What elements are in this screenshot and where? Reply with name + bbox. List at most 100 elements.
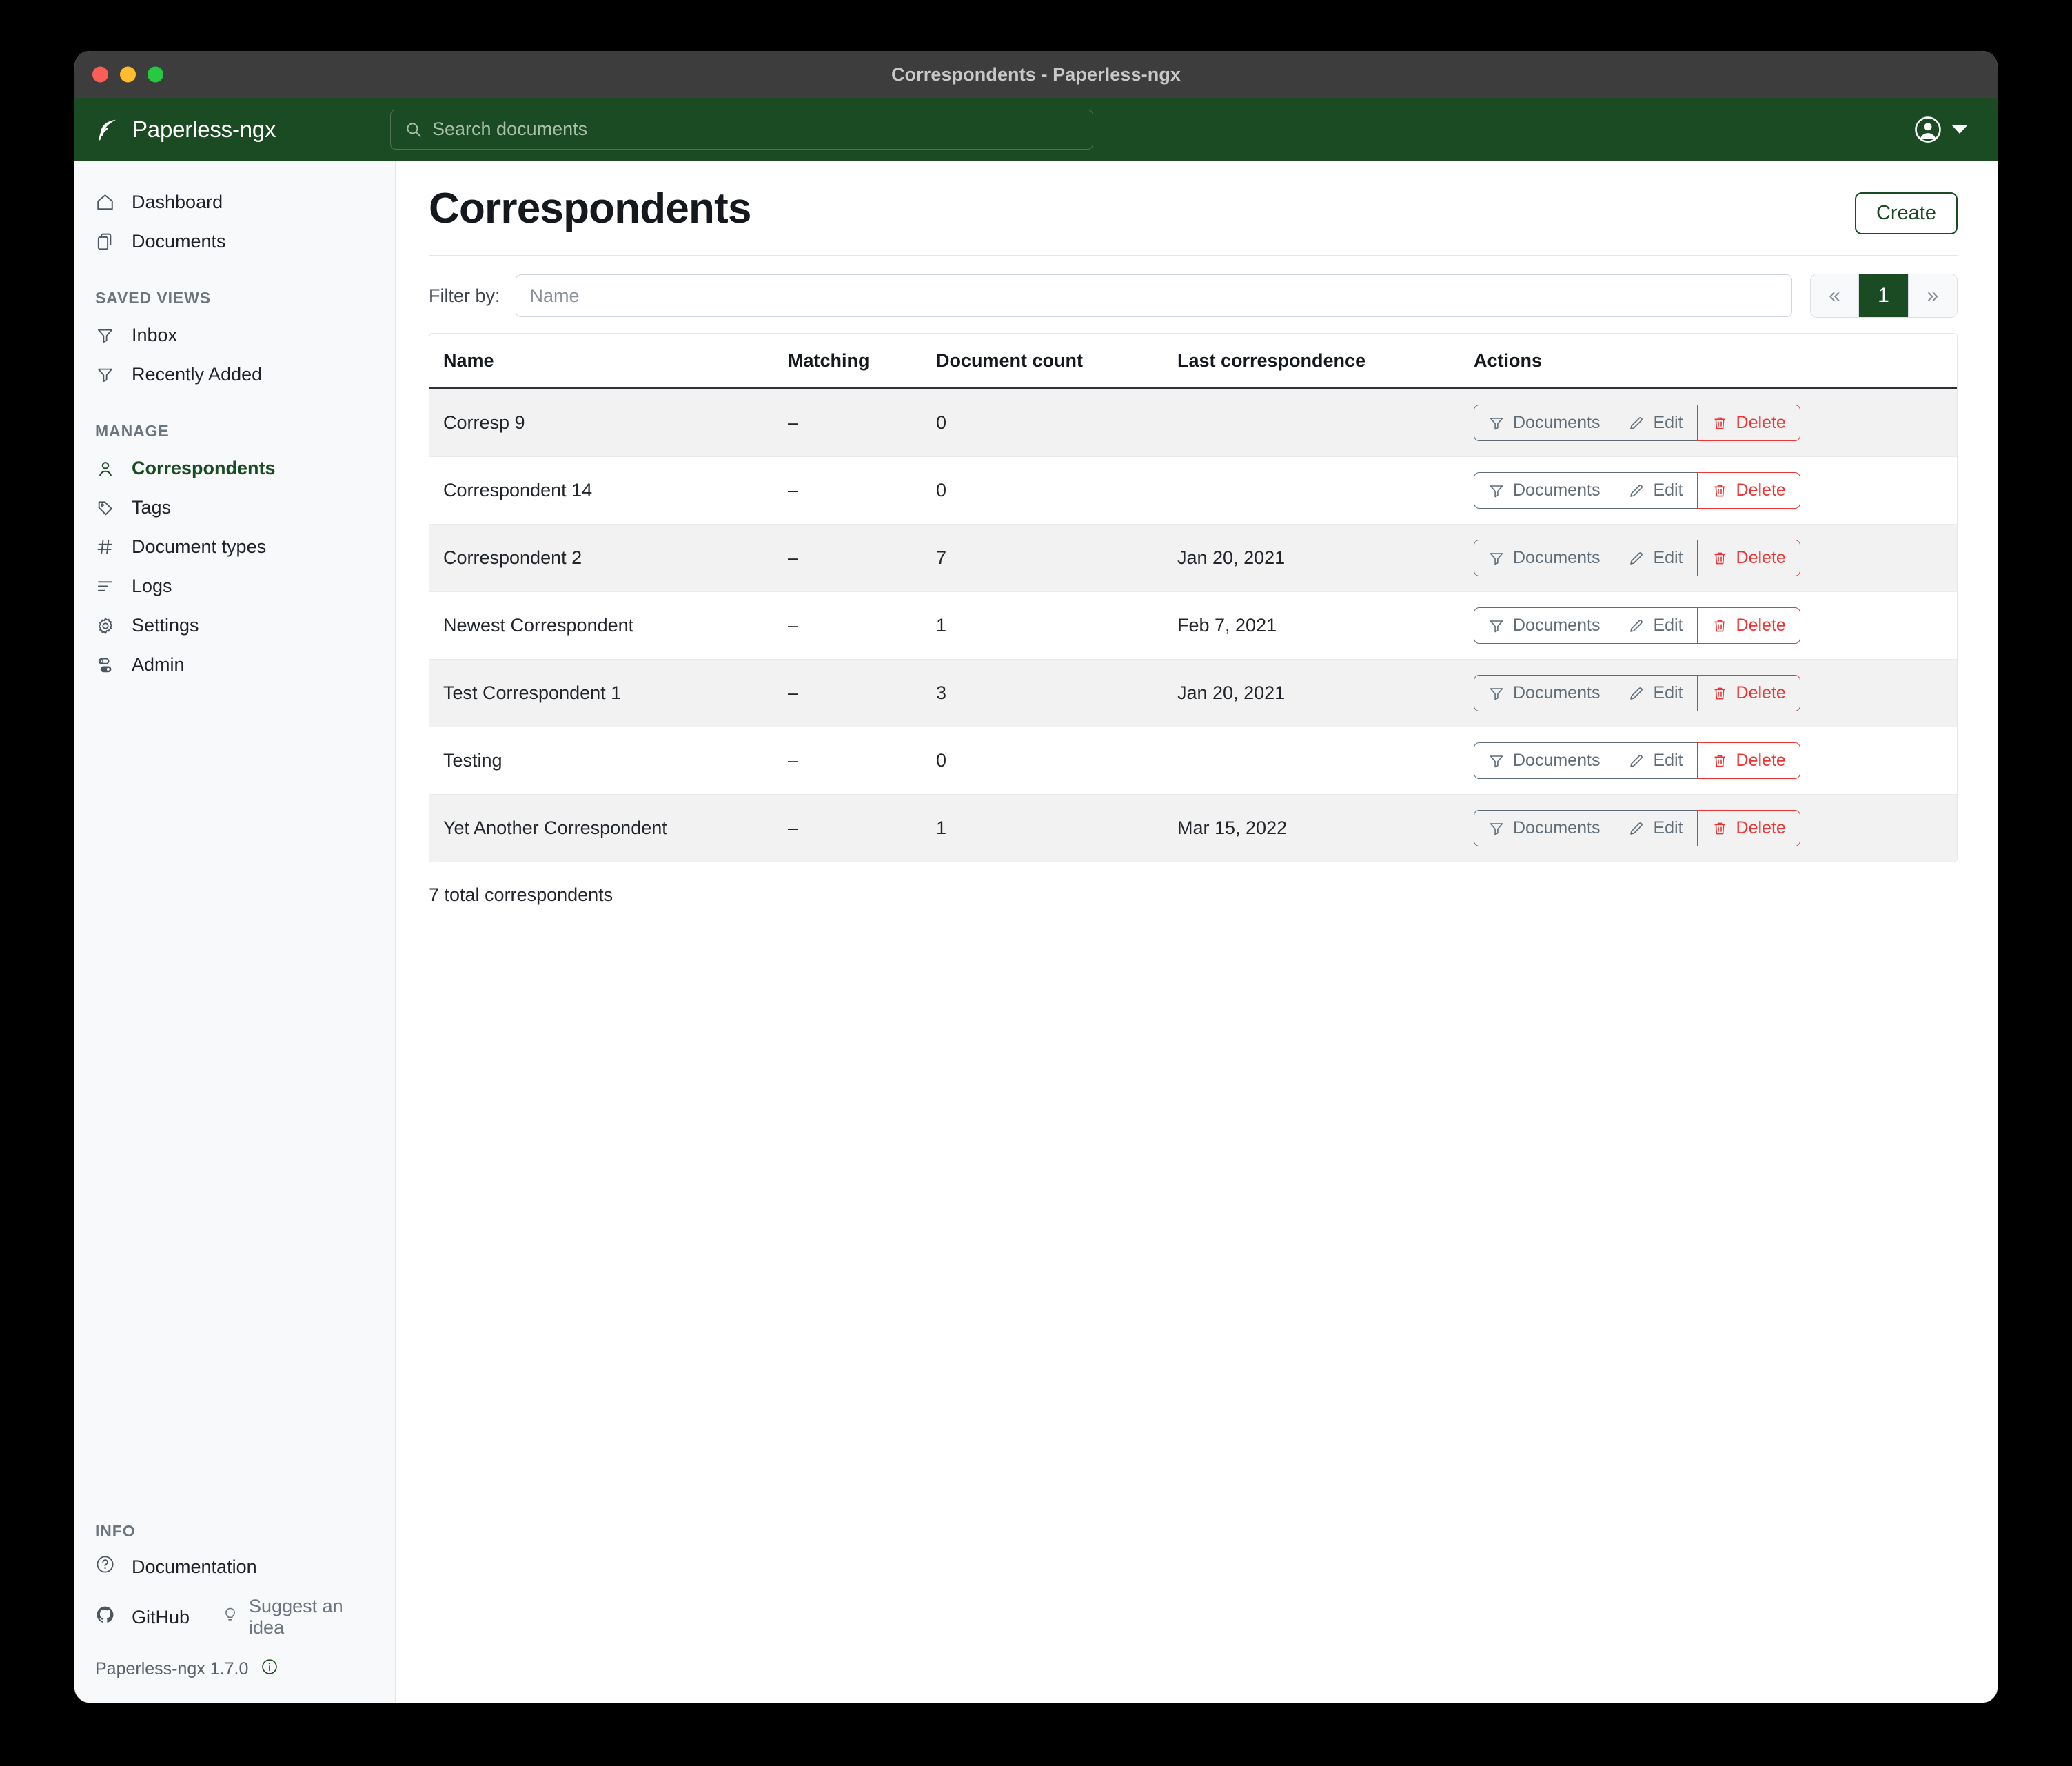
user-menu-button[interactable] [1913, 115, 1967, 144]
delete-button[interactable]: Delete [1696, 810, 1800, 846]
lightbulb-icon [221, 1606, 239, 1629]
sidebar-item-logs[interactable]: Logs [74, 567, 395, 606]
github-icon [95, 1605, 115, 1630]
cell-matching: – [788, 659, 936, 727]
documents-button[interactable]: Documents [1474, 607, 1614, 644]
cell-matching: – [788, 388, 936, 457]
version-label: Paperless-ngx 1.7.0 [95, 1659, 249, 1678]
delete-button[interactable]: Delete [1696, 675, 1800, 711]
funnel-icon [1488, 483, 1505, 499]
column-header-last-correspondence[interactable]: Last correspondence [1177, 334, 1474, 389]
documents-button[interactable]: Documents [1474, 472, 1614, 509]
cell-last-correspondence: Mar 15, 2022 [1177, 818, 1288, 838]
filter-name-input[interactable] [515, 274, 1792, 317]
sidebar-item-recently-added[interactable]: Recently Added [74, 355, 395, 394]
edit-button-label: Edit [1653, 818, 1683, 838]
sidebar-saved-views-nav: Inbox Recently Added [74, 316, 395, 394]
cell-name: Newest Correspondent [429, 591, 788, 660]
cell-name: Correspondent 2 [429, 524, 788, 592]
cell-actions: Documents Edit Delete [1474, 456, 1957, 525]
maximize-window-button[interactable] [148, 66, 163, 83]
edit-button[interactable]: Edit [1614, 675, 1698, 711]
cell-actions: Documents Edit Delete [1474, 795, 1957, 862]
documents-button[interactable]: Documents [1474, 405, 1614, 441]
sidebar-item-inbox[interactable]: Inbox [74, 316, 395, 355]
pencil-icon [1628, 820, 1645, 837]
pencil-icon [1628, 685, 1645, 702]
row-action-group: Documents Edit Delete [1474, 810, 1800, 846]
sidebar-item-settings[interactable]: Settings [74, 606, 395, 645]
info-circle-icon[interactable] [261, 1658, 278, 1681]
sidebar-item-dashboard[interactable]: Dashboard [74, 183, 395, 222]
close-window-button[interactable] [92, 66, 108, 83]
minimize-window-button[interactable] [120, 66, 136, 83]
delete-button[interactable]: Delete [1696, 472, 1800, 509]
sidebar-item-github[interactable]: GitHub [132, 1606, 190, 1627]
cell-name: Corresp 9 [429, 388, 788, 457]
sidebar-item-suggest-an-idea[interactable]: Suggest an idea [221, 1596, 378, 1638]
cell-document-count: 0 [936, 456, 1177, 525]
column-header-matching[interactable]: Matching [788, 334, 936, 389]
sidebar-item-label: Logs [132, 576, 172, 596]
cell-name: Testing [429, 727, 788, 795]
brand-logo[interactable]: Paperless-ngx [95, 116, 390, 143]
trash-icon [1712, 550, 1728, 567]
delete-button[interactable]: Delete [1696, 607, 1800, 644]
pencil-icon [1628, 483, 1645, 499]
documents-button[interactable]: Documents [1474, 540, 1614, 576]
sidebar-section-manage: MANAGE [95, 422, 170, 440]
edit-button[interactable]: Edit [1614, 607, 1698, 644]
search-input[interactable]: Search documents [390, 109, 1093, 150]
column-header-actions: Actions [1474, 334, 1957, 389]
edit-button[interactable]: Edit [1614, 472, 1698, 509]
column-header-document-count[interactable]: Document count [936, 334, 1177, 389]
table-row: Correspondent 2–7 Jan 20, 2021 Documents Ed… [429, 524, 1957, 592]
delete-button-label: Delete [1736, 683, 1786, 702]
table-row: Test Correspondent 1–3 Jan 20, 2021 Docume… [429, 659, 1957, 727]
person-icon [95, 458, 115, 478]
sidebar-item-documents[interactable]: Documents [74, 222, 395, 261]
window-title: Correspondents - Paperless-ngx [891, 63, 1181, 85]
window-controls [92, 66, 163, 83]
row-action-group: Documents Edit Delete [1474, 405, 1800, 441]
edit-button[interactable]: Edit [1614, 742, 1698, 779]
documents-button[interactable]: Documents [1474, 742, 1614, 779]
table-row: Testing –0 Documents Edit Delete [429, 727, 1957, 795]
documents-button[interactable]: Documents [1474, 675, 1614, 711]
edit-button-label: Edit [1653, 616, 1683, 635]
cell-name: Test Correspondent 1 [429, 659, 788, 727]
sidebar-manage-nav: Correspondents Tags [74, 449, 395, 684]
cell-actions: Documents Edit Delete [1474, 524, 1957, 592]
total-count-label: 7 total correspondents [429, 884, 613, 905]
sidebar-item-document-types[interactable]: Document types [74, 527, 395, 567]
sidebar-version-row: Paperless-ngx 1.7.0 [74, 1647, 395, 1685]
edit-button[interactable]: Edit [1614, 540, 1698, 576]
sidebar-item-tags[interactable]: Tags [74, 488, 395, 527]
sidebar-item-correspondents[interactable]: Correspondents [74, 449, 395, 488]
sidebar-item-label: Admin [132, 654, 185, 675]
edit-button[interactable]: Edit [1614, 405, 1698, 441]
pagination-prev-button[interactable]: « [1811, 274, 1859, 317]
documents-button-label: Documents [1513, 413, 1601, 432]
documents-button-label: Documents [1513, 818, 1601, 838]
gear-icon [95, 616, 115, 636]
delete-button-label: Delete [1736, 480, 1786, 500]
sidebar-item-label: Dashboard [132, 192, 223, 212]
pagination: « 1 » [1810, 274, 1958, 318]
edit-button[interactable]: Edit [1614, 810, 1698, 846]
documents-button-label: Documents [1513, 683, 1601, 702]
delete-button[interactable]: Delete [1696, 405, 1800, 441]
pagination-page-1[interactable]: 1 [1859, 274, 1909, 317]
sidebar-item-label: Correspondents [132, 458, 276, 478]
create-button[interactable]: Create [1854, 192, 1958, 234]
sidebar-item-admin[interactable]: Admin [74, 645, 395, 684]
delete-button[interactable]: Delete [1696, 540, 1800, 576]
filter-label: Filter by: [429, 285, 500, 306]
column-header-name[interactable]: Name [429, 334, 788, 389]
documents-button[interactable]: Documents [1474, 810, 1614, 846]
delete-button[interactable]: Delete [1696, 742, 1800, 779]
caret-down-icon [1952, 125, 1967, 134]
sidebar-item-documentation[interactable]: Documentation [74, 1546, 395, 1587]
pagination-next-button[interactable]: » [1909, 274, 1957, 317]
row-action-group: Documents Edit Delete [1474, 540, 1800, 576]
